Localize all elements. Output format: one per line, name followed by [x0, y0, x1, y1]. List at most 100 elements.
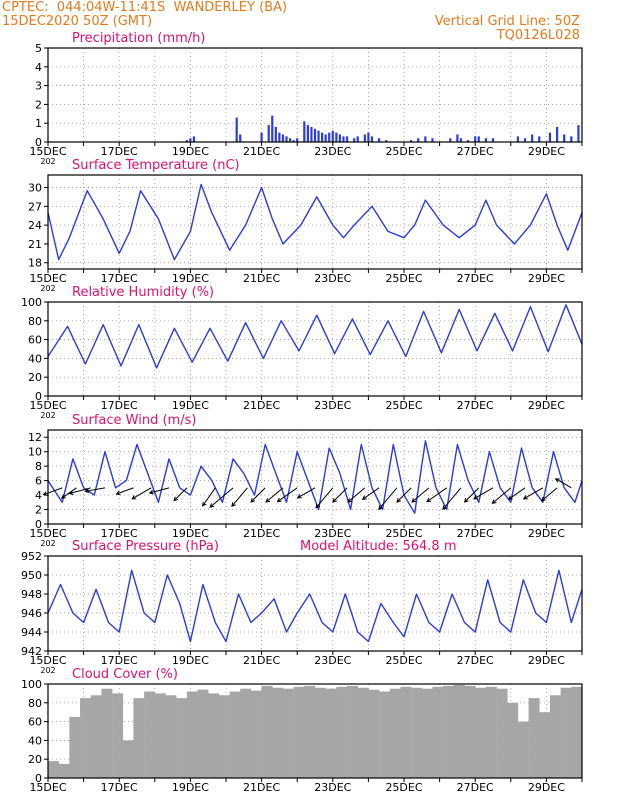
wind-arrow: [149, 487, 170, 494]
wind-arrow: [332, 487, 348, 503]
precip-bar: [424, 136, 427, 142]
y-tick-label: 18: [28, 257, 42, 270]
wind-arrow: [43, 487, 63, 496]
precip-bar: [288, 138, 292, 142]
precip-bar: [313, 128, 317, 142]
humidity-title: Relative Humidity (%): [72, 285, 214, 300]
wind-arrow-head: [173, 496, 179, 502]
y-tick-label: 80: [28, 697, 42, 710]
wind-arrow: [69, 487, 91, 495]
y-tick-label: 0: [35, 518, 42, 531]
wind-arrow: [362, 487, 380, 500]
wind-arrow-head: [347, 498, 353, 503]
wind-arrow-head: [250, 498, 255, 503]
x-tick-label: 27DEC: [457, 527, 494, 540]
cloud-bar: [507, 702, 519, 778]
cloud-bar: [400, 686, 412, 778]
wind-arrow: [265, 487, 284, 503]
cloud-bar: [528, 698, 540, 778]
precip-bar: [466, 140, 470, 142]
x-tick-label: 19DEC: [172, 145, 209, 158]
precip-bar: [292, 140, 295, 142]
y-tick-label: 20: [28, 753, 42, 766]
x-tick-label: 21DEC: [243, 654, 280, 667]
precip-bar: [356, 136, 359, 142]
precipitation-panel: Precipitation (mm/h) 0 1 2 3 4 5 15DEC 17DEC 19DE…: [29, 31, 583, 166]
x-tick-label: 15DEC: [29, 145, 66, 158]
y-tick-label: 950: [21, 569, 42, 582]
cloud-bar: [122, 740, 134, 778]
x-tick-label: 29DEC: [528, 399, 565, 412]
humidity-line: [47, 304, 583, 369]
precip-bar: [331, 130, 334, 142]
x-tick-label: 25DEC: [385, 781, 422, 794]
precip-bar: [317, 130, 320, 142]
cloud-bar: [453, 684, 465, 778]
y-tick-label: 5: [35, 42, 42, 55]
x-tick-label: 21DEC: [243, 272, 280, 285]
x-tick-label: 29DEC: [528, 527, 565, 540]
cloud-bar: [379, 691, 391, 778]
precip-bar: [417, 138, 420, 142]
wind-arrow: [61, 487, 77, 499]
wind-arrow-head: [491, 499, 497, 504]
year-label: 202: [40, 284, 55, 293]
y-tick-label: 948: [21, 588, 42, 601]
cloud-bar: [272, 687, 284, 778]
precip-bar: [474, 136, 477, 142]
temperature-title: Surface Temperature (nC): [72, 158, 240, 173]
precip-bar: [563, 134, 566, 142]
precip-bar: [281, 134, 285, 142]
precip-bar: [538, 136, 541, 142]
x-tick-label: 17DEC: [101, 145, 138, 158]
wind-line: [47, 440, 583, 514]
precip-bar: [338, 134, 342, 142]
y-tick-label: 0: [35, 390, 42, 403]
x-tick-label: 19DEC: [172, 399, 209, 412]
precipitation-title: Precipitation (mm/h): [72, 31, 205, 46]
wind-arrow-head: [396, 498, 401, 503]
wind-arrow-head: [231, 502, 236, 508]
precip-bar: [353, 138, 356, 142]
precip-bar: [385, 140, 388, 142]
x-tick-label: 17DEC: [101, 527, 138, 540]
precipitation-frame: [47, 47, 583, 143]
x-tick-label: 19DEC: [172, 272, 209, 285]
x-tick-label: 27DEC: [457, 781, 494, 794]
station-header: CPTEC: 044:04W-11:41S WANDERLEY (BA): [2, 0, 288, 15]
cloud-bar: [176, 698, 188, 778]
cloud-bar: [368, 689, 380, 778]
x-tick-label: 27DEC: [457, 654, 494, 667]
x-tick-label: 17DEC: [101, 399, 138, 412]
precip-bar: [321, 132, 324, 142]
precip-bar: [431, 138, 434, 142]
cloud-bar: [240, 688, 252, 778]
wind-arrow-head: [209, 503, 215, 508]
wind-arrow: [131, 487, 152, 500]
y-tick-label: 8: [35, 460, 42, 473]
x-tick-label: 19DEC: [172, 527, 209, 540]
precip-bar: [577, 125, 580, 142]
precip-bar: [192, 136, 196, 142]
cloud-bar: [421, 688, 433, 778]
x-tick-label: 25DEC: [385, 654, 422, 667]
precip-bar: [449, 138, 452, 142]
wind-arrow: [315, 487, 334, 509]
wind-arrow-head: [361, 495, 367, 500]
wind-arrow: [277, 487, 298, 503]
cloud-bar: [144, 691, 156, 778]
wind-arrow-head: [315, 503, 320, 509]
wind-arrow-head: [507, 495, 513, 500]
wind-arrow: [250, 487, 266, 503]
wind-arrow-head: [463, 498, 469, 503]
wind-arrow: [426, 487, 448, 503]
wind-arrow-head: [522, 495, 528, 500]
cloud-bar: [571, 686, 583, 778]
precip-bar: [342, 136, 345, 142]
precip-bar: [367, 132, 370, 142]
x-tick-label: 23DEC: [314, 781, 351, 794]
x-tick-label: 23DEC: [314, 399, 351, 412]
cloud-bar: [186, 691, 198, 778]
humidity-frame: [47, 301, 583, 397]
precip-bar: [306, 125, 309, 142]
